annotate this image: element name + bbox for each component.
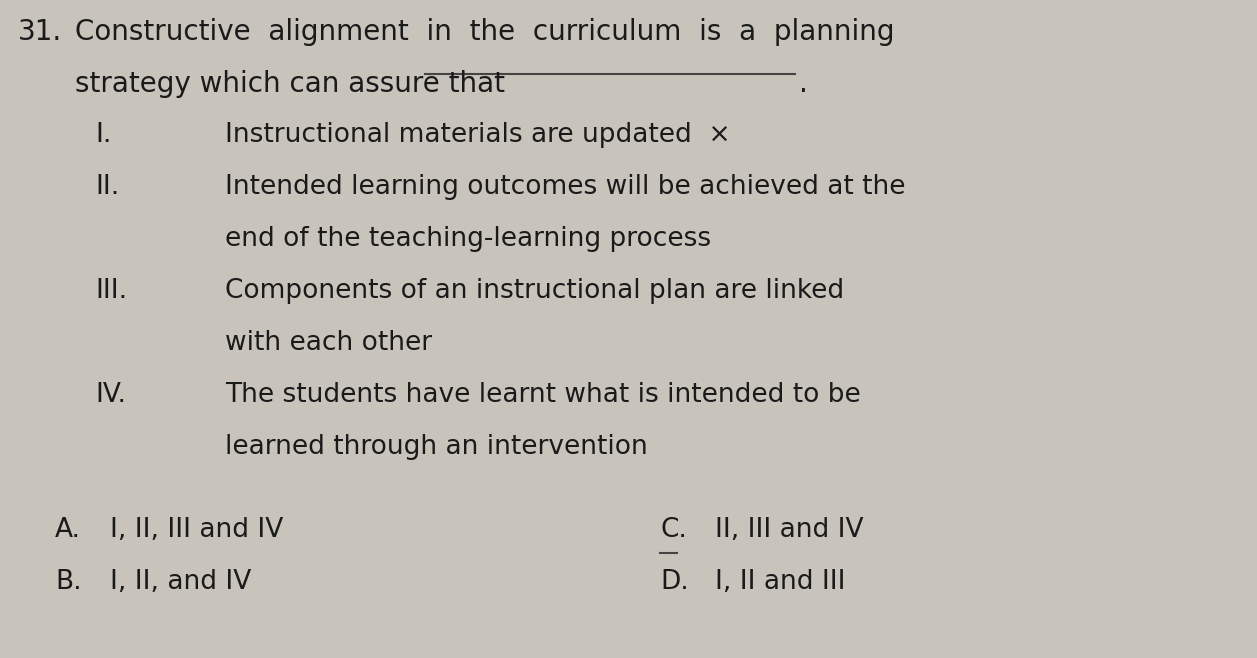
Text: I, II and III: I, II and III — [715, 569, 846, 595]
Text: C.: C. — [660, 517, 686, 544]
Text: 31.: 31. — [18, 18, 63, 46]
Text: I, II, and IV: I, II, and IV — [111, 569, 251, 595]
Text: A.: A. — [55, 517, 80, 544]
Text: IV.: IV. — [96, 382, 126, 408]
Text: B.: B. — [55, 569, 82, 595]
Text: with each other: with each other — [225, 330, 432, 356]
Text: I, II, III and IV: I, II, III and IV — [111, 517, 283, 544]
Text: The students have learnt what is intended to be: The students have learnt what is intende… — [225, 382, 861, 408]
Text: Constructive  alignment  in  the  curriculum  is  a  planning: Constructive alignment in the curriculum… — [75, 18, 895, 46]
Text: Components of an instructional plan are linked: Components of an instructional plan are … — [225, 278, 845, 304]
Text: III.: III. — [96, 278, 127, 304]
Text: Instructional materials are updated  ×: Instructional materials are updated × — [225, 122, 730, 148]
Text: end of the teaching-learning process: end of the teaching-learning process — [225, 226, 711, 252]
Text: I.: I. — [96, 122, 112, 148]
Text: learned through an intervention: learned through an intervention — [225, 434, 647, 460]
Text: II, III and IV: II, III and IV — [715, 517, 864, 544]
Text: .: . — [799, 70, 808, 98]
Text: D.: D. — [660, 569, 689, 595]
Text: Intended learning outcomes will be achieved at the: Intended learning outcomes will be achie… — [225, 174, 905, 200]
Text: strategy which can assure that: strategy which can assure that — [75, 70, 505, 98]
Text: II.: II. — [96, 174, 119, 200]
